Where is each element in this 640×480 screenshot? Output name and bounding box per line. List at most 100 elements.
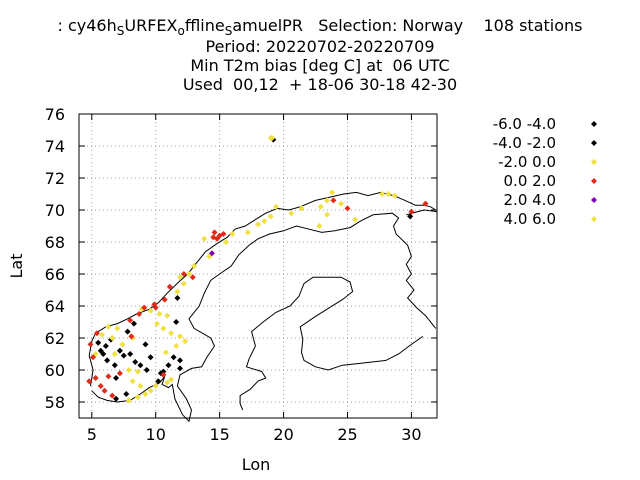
data-point xyxy=(214,235,221,242)
data-point xyxy=(97,383,104,389)
data-point xyxy=(324,211,331,218)
data-point xyxy=(109,392,116,399)
data-point xyxy=(261,218,268,225)
data-point xyxy=(116,347,123,354)
axes: 5 10 15 20 25 30 58 60 62 64 66 68 70 72 74 76 xyxy=(45,105,438,444)
data-point xyxy=(92,375,99,381)
data-point xyxy=(317,203,324,210)
y-tick-label: 62 xyxy=(45,329,65,348)
x-tick-label: 30 xyxy=(401,425,421,444)
title-part: URFEX xyxy=(124,16,178,35)
data-point xyxy=(316,223,323,229)
legend-marker xyxy=(591,216,597,222)
chart-title: : cy46hSURFEXofflineSamuelPR Selection: … xyxy=(0,16,640,41)
data-point xyxy=(104,357,111,364)
data-point xyxy=(185,271,192,277)
data-point xyxy=(422,200,429,207)
data-point xyxy=(173,319,180,325)
y-tick-label: 74 xyxy=(45,137,65,156)
data-point xyxy=(208,250,215,257)
y-tick-label: 76 xyxy=(45,105,65,124)
data-point xyxy=(90,354,97,361)
data-point xyxy=(124,328,131,335)
data-point xyxy=(113,395,120,402)
data-point xyxy=(142,341,149,348)
data-point xyxy=(137,362,144,369)
x-tick-label: 15 xyxy=(209,425,229,444)
data-point xyxy=(391,192,398,199)
data-point xyxy=(86,378,93,385)
title-part: ffline xyxy=(184,16,225,35)
y-tick-label: 60 xyxy=(45,361,65,380)
data-point xyxy=(177,333,184,340)
data-point xyxy=(162,349,169,356)
data-point xyxy=(105,323,112,330)
data-point xyxy=(165,362,172,369)
data-point xyxy=(164,312,171,319)
data-point xyxy=(114,325,121,332)
data-point xyxy=(147,307,154,314)
title-part: amuelPR Selection: Norway 108 stations xyxy=(232,16,583,35)
data-point xyxy=(173,343,180,349)
legend-marker xyxy=(591,197,597,203)
data-point xyxy=(170,354,177,361)
data-point xyxy=(408,208,415,215)
x-tick-label: 20 xyxy=(273,425,293,444)
data-point xyxy=(344,205,351,212)
data-point xyxy=(174,288,181,295)
data-point xyxy=(164,379,171,386)
data-point xyxy=(244,229,251,236)
data-point xyxy=(134,368,141,375)
data-point xyxy=(338,200,345,207)
data-point xyxy=(174,295,181,301)
y-tick-label: 68 xyxy=(45,233,65,252)
y-tick-label: 64 xyxy=(45,297,65,316)
y-tick-label: 58 xyxy=(45,393,65,412)
legend: -6.0 -4.0-4.0 -2.0-2.0 0.00.0 2.02.0 4.0… xyxy=(493,115,597,228)
data-point xyxy=(156,311,163,317)
data-point xyxy=(102,343,109,349)
data-point xyxy=(180,271,187,277)
data-point xyxy=(267,213,274,220)
data-point xyxy=(329,189,336,196)
legend-entry-label: 0.0 2.0 xyxy=(504,172,556,190)
data-point xyxy=(153,320,160,327)
data-point xyxy=(119,341,126,348)
legend-marker xyxy=(591,178,597,184)
data-point xyxy=(93,330,100,337)
legend-marker xyxy=(591,121,597,127)
data-point xyxy=(152,304,159,311)
data-point xyxy=(385,191,392,197)
data-point xyxy=(109,335,116,341)
data-point xyxy=(127,351,134,357)
title-sub: S xyxy=(224,24,233,39)
data-point xyxy=(161,296,168,303)
data-point xyxy=(101,387,108,394)
data-point xyxy=(128,333,135,340)
chart-subtitle-variable: Min T2m bias [deg C] at 06 UTC xyxy=(190,56,450,75)
data-point xyxy=(113,375,120,381)
data-point xyxy=(100,351,107,357)
data-point xyxy=(142,391,149,397)
data-point xyxy=(223,239,230,245)
data-point xyxy=(125,367,132,373)
coastline xyxy=(176,212,437,423)
data-point xyxy=(105,373,112,380)
chart-subtitle-period: Period: 20220702-20220709 xyxy=(205,37,435,56)
legend-entry-label: -6.0 -4.0 xyxy=(493,115,556,133)
data-point xyxy=(330,197,337,204)
data-point xyxy=(129,378,136,385)
data-point xyxy=(123,391,130,397)
title-part: : cy46h xyxy=(57,16,117,35)
data-point xyxy=(288,210,295,217)
x-tick-label: 5 xyxy=(87,425,97,444)
y-tick-label: 72 xyxy=(45,169,65,188)
coastline xyxy=(239,358,267,411)
y-tick-label: 70 xyxy=(45,201,65,220)
data-point xyxy=(99,331,106,338)
chart-subtitle-used: Used 00,12 + 18-06 30-18 42-30 xyxy=(182,75,458,94)
data-point xyxy=(180,280,187,287)
data-point xyxy=(152,383,159,389)
coastline-map xyxy=(88,135,438,423)
